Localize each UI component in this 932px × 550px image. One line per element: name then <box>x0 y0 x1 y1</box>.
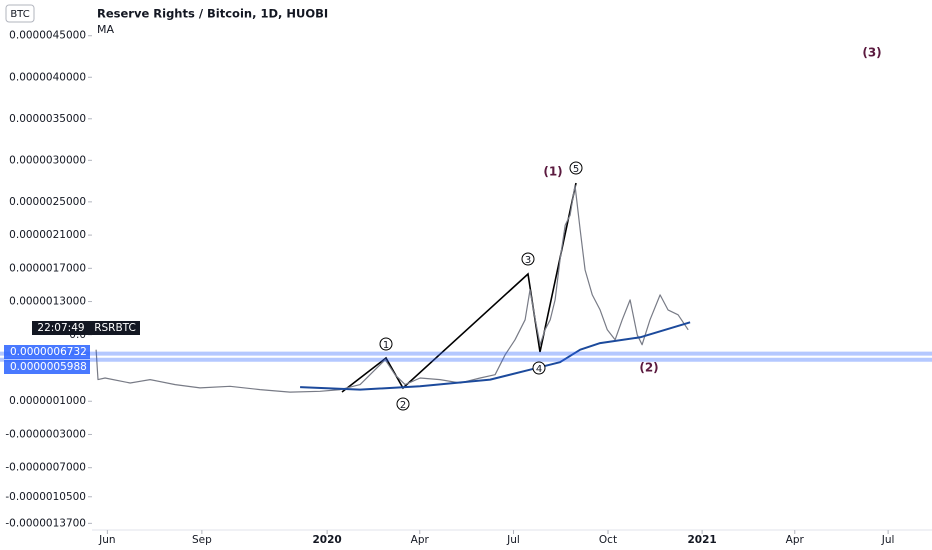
currency: BTC <box>10 9 29 20</box>
price-line-box <box>4 360 90 374</box>
last-time: 22:07:49 <box>37 322 84 334</box>
time-box <box>32 321 90 335</box>
x-tick-label: Jul <box>506 534 520 546</box>
wave-label: 3 <box>525 255 531 266</box>
x-tick-label: Apr <box>786 534 805 546</box>
x-tick-label: 2020 <box>313 534 342 546</box>
degree-label: (2) <box>639 361 658 375</box>
y-tick-label: -0.0000007000 <box>5 462 86 474</box>
x-tick-label: Jul <box>881 534 895 546</box>
series-line <box>95 184 689 393</box>
wave-label: 2 <box>400 400 406 411</box>
price-line-box <box>4 345 90 359</box>
wave-drawing <box>341 182 577 393</box>
wave-circle <box>396 397 410 411</box>
x-tick-label: Apr <box>411 534 430 546</box>
symbol: RSRBTC <box>94 322 136 334</box>
wave-label: 5 <box>573 164 579 175</box>
wave-circle <box>521 252 535 266</box>
indicator-name: MA <box>97 23 114 36</box>
price-line-label: 0.0000006732 <box>10 346 87 358</box>
y-tick-label: 0.0000045000 <box>9 30 86 42</box>
y-tick-label: 0.0000035000 <box>9 113 86 125</box>
chart-title: Reserve Rights / Bitcoin, 1D, HUOBI <box>97 7 328 21</box>
x-tick-label: Jun <box>98 534 115 546</box>
x-tick-label: Oct <box>599 534 617 546</box>
y-tick-label: 0.0000025000 <box>9 196 86 208</box>
y-tick-label: -0.0000010500 <box>5 491 86 503</box>
y-tick-label: -0.0000013700 <box>5 517 86 529</box>
wave-label: 1 <box>383 340 389 351</box>
y-tick-label: -0.0000003000 <box>5 428 86 440</box>
y-tick-label: 0.0000021000 <box>9 229 86 241</box>
x-tick-label: 2021 <box>688 534 717 546</box>
y-tick-label: 0.0000001000 <box>9 395 86 407</box>
x-tick-label: Sep <box>192 534 212 546</box>
wave-circle <box>532 361 546 375</box>
symbol-box <box>90 321 140 335</box>
degree-label: (1) <box>543 165 562 179</box>
price-line-label: 0.0000005988 <box>10 361 87 373</box>
y-tick-label: 0.0000040000 <box>9 71 86 83</box>
degree-label: (3) <box>862 46 881 60</box>
y-tick-label: 0.0000013000 <box>9 296 86 308</box>
wave-label: 4 <box>536 364 542 375</box>
currency-box <box>5 4 35 23</box>
y-tick-label: 0.0000030000 <box>9 154 86 166</box>
wave-circle <box>569 161 583 175</box>
wave-circle <box>379 337 393 351</box>
y-tick-label: 0.0000017000 <box>9 262 86 274</box>
